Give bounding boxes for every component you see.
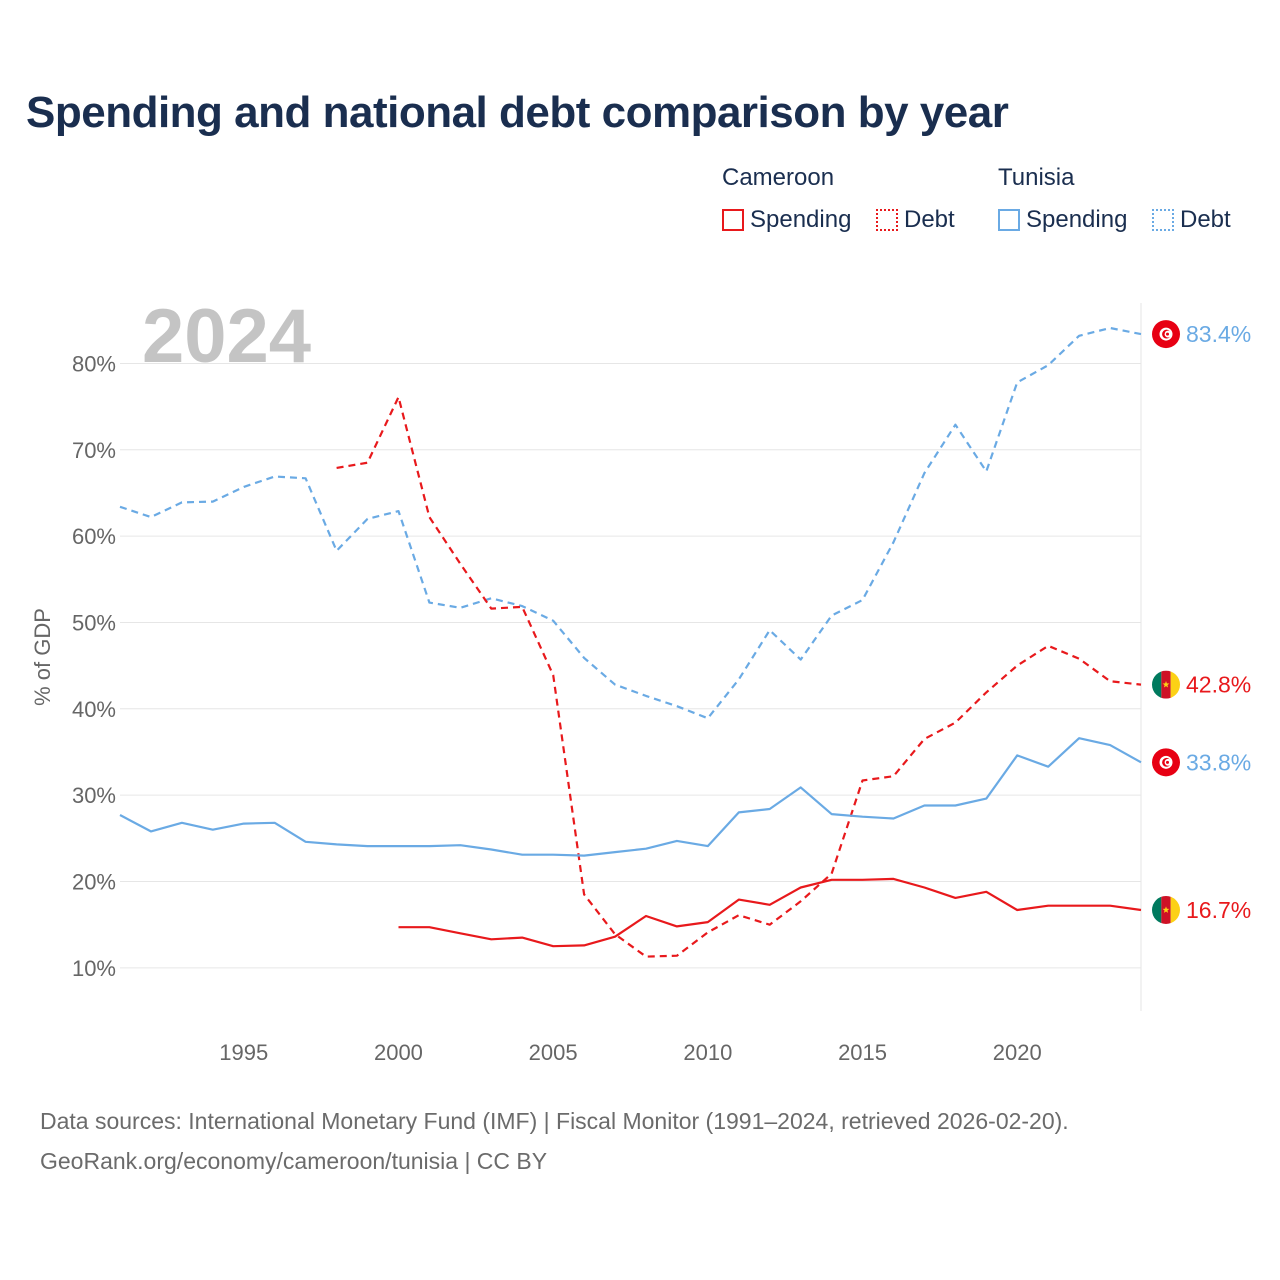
source-link[interactable]: GeoRank.org/economy/cameroon/tunisia | C… bbox=[40, 1148, 548, 1174]
legend-item-cameroon-spending[interactable]: Spending bbox=[722, 205, 851, 235]
end-value-label: 83.4% bbox=[1186, 321, 1251, 347]
flag-stripe-green bbox=[1152, 895, 1162, 924]
legend-swatch-solid-icon bbox=[722, 209, 744, 231]
x-tick-label: 2015 bbox=[838, 1040, 887, 1065]
y-tick-label: 10% bbox=[72, 956, 116, 981]
legend-label: Spending bbox=[1026, 206, 1128, 233]
flag-stripe-yellow bbox=[1170, 895, 1180, 924]
gridlines bbox=[120, 303, 1142, 1011]
y-tick-label: 80% bbox=[72, 351, 116, 376]
x-tick-label: 2010 bbox=[683, 1040, 732, 1065]
legend-swatch-dotted-icon bbox=[1152, 209, 1174, 231]
flag-stripe-yellow bbox=[1170, 670, 1180, 699]
flag-stripe-green bbox=[1152, 670, 1162, 699]
cameroon-flag-icon bbox=[1152, 895, 1180, 924]
year-watermark: 2024 bbox=[142, 294, 311, 379]
legend-title-tunisia: Tunisia bbox=[998, 164, 1075, 191]
x-tick-label: 2000 bbox=[374, 1040, 423, 1065]
series-line-cameroon-debt bbox=[336, 396, 1142, 958]
flag-star bbox=[1166, 332, 1169, 336]
tunisia-flag-icon bbox=[1152, 748, 1180, 777]
flag-star bbox=[1166, 760, 1169, 764]
end-value-label: 42.8% bbox=[1186, 672, 1251, 698]
series-lines bbox=[119, 326, 1142, 958]
legend-label: Spending bbox=[750, 206, 852, 233]
legend-label: Debt bbox=[1180, 206, 1231, 233]
y-tick-label: 60% bbox=[72, 524, 116, 549]
axes: 10% 20% 30% 40% 50% 60% 70% 80% 1995 2000 2005 2010… bbox=[30, 351, 1042, 1065]
legend-label: Debt bbox=[904, 206, 955, 233]
end-value-label: 33.8% bbox=[1186, 749, 1251, 775]
legend-swatch-solid-icon bbox=[998, 209, 1020, 231]
flag-star bbox=[1162, 906, 1170, 913]
legend-swatch-dotted-icon bbox=[876, 209, 898, 231]
series-line-tunisia-spending bbox=[119, 737, 1142, 857]
x-tick-label: 1995 bbox=[219, 1040, 268, 1065]
chart-title: Spending and national debt comparison by… bbox=[26, 88, 1009, 137]
x-tick-label: 2020 bbox=[993, 1040, 1042, 1065]
tunisia-flag-icon bbox=[1152, 320, 1180, 349]
y-tick-label: 40% bbox=[72, 697, 116, 722]
series-line-tunisia-debt bbox=[119, 326, 1142, 720]
cameroon-flag-icon bbox=[1152, 670, 1180, 699]
end-value-label: 16.7% bbox=[1186, 897, 1251, 923]
legend-item-tunisia-spending[interactable]: Spending bbox=[998, 205, 1127, 235]
legend-item-cameroon-debt[interactable]: Debt bbox=[876, 205, 955, 235]
y-tick-label: 70% bbox=[72, 438, 116, 463]
y-tick-label: 20% bbox=[72, 869, 116, 894]
series-line-cameroon-spending bbox=[398, 877, 1142, 948]
x-tick-label: 2005 bbox=[529, 1040, 578, 1065]
y-axis-label: % of GDP bbox=[30, 608, 55, 706]
source-note: Data sources: International Monetary Fun… bbox=[40, 1108, 1069, 1134]
legend-title-cameroon: Cameroon bbox=[722, 164, 835, 191]
legend-item-tunisia-debt[interactable]: Debt bbox=[1152, 205, 1231, 235]
flag-star bbox=[1162, 681, 1170, 688]
y-tick-label: 30% bbox=[72, 783, 116, 808]
end-labels: 83.4% 42.8% 33.8% 16.7% bbox=[1152, 320, 1251, 924]
y-tick-label: 50% bbox=[72, 610, 116, 635]
